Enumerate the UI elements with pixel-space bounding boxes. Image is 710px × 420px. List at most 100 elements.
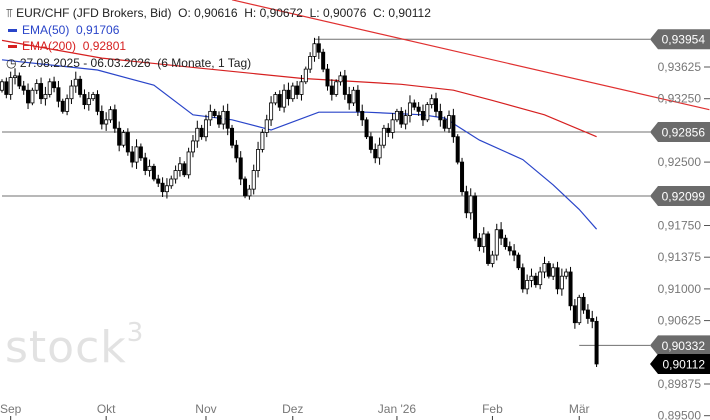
candle [420,104,425,126]
candle-body-bearish [347,94,352,104]
candle-body-bearish [156,178,161,184]
candle-body-bearish [95,94,100,112]
price-level-label-bg [650,185,710,206]
price-level-label: 0,92099 [650,185,710,206]
candle-body-bearish [386,127,391,133]
candle-body-bullish [334,81,339,95]
candle [338,71,343,86]
candle [525,274,530,295]
candle [190,135,195,158]
x-tick-label: Feb [482,402,503,416]
candle [269,96,274,126]
price-level-label-text: 0,90332 [662,339,706,353]
candle [156,174,161,188]
candle-body-bearish [243,178,248,197]
candle-body-bearish [78,78,83,95]
y-tick-label: 0,92500 [658,155,702,169]
stock3-watermark: stock3 [5,318,144,373]
candle [559,268,564,296]
candle [542,256,547,279]
candle-body-bearish [499,229,504,239]
candle-body-bearish [546,263,551,277]
date-range: 27.08.2025 - 06.03.2026 [19,55,151,70]
candle [512,244,517,262]
x-tick-label: Mär [569,402,590,416]
price-level-label: 0,92856 [650,122,710,143]
candle [286,82,291,106]
candle-body-bearish [473,195,478,239]
candle [507,241,512,256]
candle-body-bearish [130,151,135,163]
candle-body-bullish [256,149,261,171]
candle [238,151,243,186]
candle-body-bullish [429,98,434,106]
candle-body-bullish [221,110,226,125]
candle-body-bullish [104,119,109,125]
candle-body-bearish [368,136,373,150]
candle [99,105,104,130]
candle [0,79,4,93]
candle [447,110,452,133]
candle-body-bullish [577,296,582,324]
price-level-label-bg [650,122,710,143]
candle [117,121,122,152]
y-tick-label: 0,91000 [658,282,702,296]
candle-body-bullish [164,185,169,193]
candle [26,83,31,110]
legend-ema200[interactable]: EMA(200) 0,92801 [6,38,431,55]
candle [290,82,295,102]
legend-ema50[interactable]: EMA(50) 0,91706 [6,22,431,39]
candle [355,85,360,116]
candle-body-bearish [212,110,217,117]
clock-icon: ◷ [6,55,17,70]
candle-body-bearish [433,98,438,112]
candle [455,134,460,165]
candle-body-bullish [564,271,569,277]
candle [407,95,412,123]
high-label: H: [244,6,257,20]
candle-body-bearish [572,305,577,324]
candle-body-bearish [355,89,360,112]
candle-body-bullish [186,151,191,176]
candle-body-bullish [134,146,139,163]
y-tick-label: 0,93625 [658,60,702,74]
candle [177,157,182,177]
candle [412,99,417,111]
candle-body-bearish [160,182,165,193]
candle [490,250,495,268]
price-level-label-text: 0,92099 [662,189,706,203]
candle-body-bullish [351,89,356,104]
candle-body-bullish [290,85,295,100]
candle-body-bearish [199,127,204,138]
candle [529,268,534,288]
candle [138,143,143,161]
candle-body-bearish [21,85,26,91]
candle [91,91,96,101]
candle-body-bullish [559,275,564,290]
candle-body-bearish [39,83,44,100]
candle-body-bearish [360,110,365,121]
candle-body-bullish [264,119,269,133]
candle [56,80,61,108]
candle [533,272,538,288]
candle-body-bearish [26,89,31,104]
candle [234,140,239,163]
close-value: 0,90112 [388,6,431,20]
candle [433,92,438,117]
x-tick-label: Nov [195,402,216,416]
x-tick-label: Jan '26 [378,402,417,416]
candle [451,108,456,143]
x-tick-label: Sep [0,402,22,416]
candle [17,72,22,90]
candle [73,71,78,93]
candle [160,177,165,198]
price-level-label: 0,93954 [650,29,710,50]
candle-body-bullish [69,85,74,100]
candle [364,117,369,140]
candle [4,77,9,99]
ema50-value: 0,91706 [76,22,120,37]
candle-body-bullish [0,81,4,91]
candle [225,103,230,136]
candle [321,48,326,73]
